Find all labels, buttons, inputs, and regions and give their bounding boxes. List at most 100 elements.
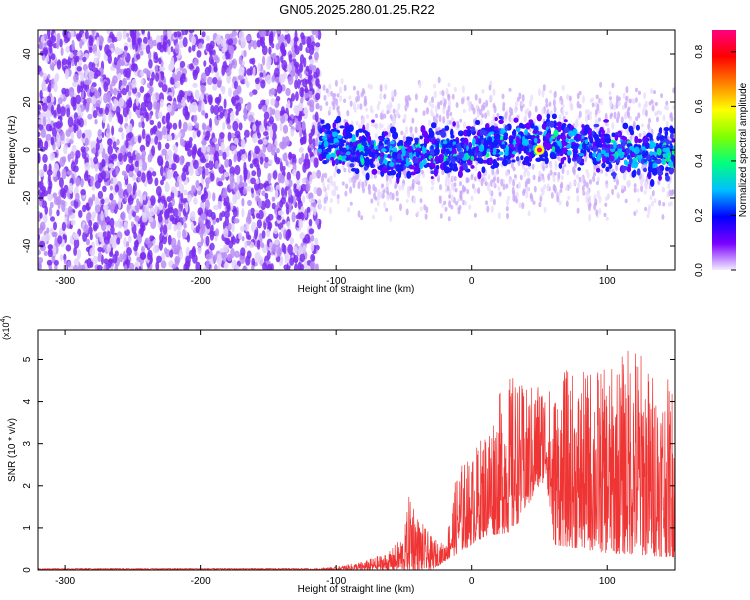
- heat-cell: [132, 102, 137, 113]
- heat-cell: [124, 194, 128, 202]
- heat-cell: [492, 88, 496, 96]
- heat-cell: [442, 116, 446, 124]
- heat-cell: [550, 109, 553, 117]
- heat-cell: [172, 122, 178, 130]
- heat-cell: [336, 198, 340, 205]
- heat-cell: [46, 259, 53, 266]
- heat-cell: [336, 105, 340, 110]
- heat-cell: [91, 147, 97, 155]
- heat-cell: [72, 81, 78, 88]
- heat-cell: [223, 171, 229, 178]
- heat-cell: [288, 187, 292, 198]
- heat-cell: [166, 122, 173, 130]
- heat-cell: [524, 180, 528, 188]
- heat-cell: [263, 131, 269, 137]
- heat-cell: [84, 162, 91, 171]
- heat-cell: [158, 192, 162, 203]
- heat-cell: [136, 53, 141, 60]
- heat-cell: [168, 219, 172, 231]
- heat-cell: [184, 105, 188, 112]
- heat-cell: [624, 101, 628, 109]
- heat-cell: [266, 55, 272, 66]
- heat-cell: [217, 181, 224, 187]
- heat-cell: [226, 51, 231, 60]
- heat-cell: [75, 33, 81, 40]
- heat-cell: [109, 236, 115, 245]
- heat-cell: [46, 169, 53, 176]
- heat-cell: [376, 200, 380, 207]
- heat-cell: [308, 218, 313, 227]
- heat-cell: [241, 154, 247, 162]
- heat-cell: [203, 60, 207, 67]
- heat-cell: [154, 64, 158, 76]
- heat-cell: [508, 87, 512, 92]
- heat-cell: [642, 130, 646, 137]
- heat-cell: [206, 76, 213, 86]
- heat-cell: [486, 205, 490, 213]
- heat-cell: [188, 30, 195, 34]
- heat-cell: [553, 185, 557, 194]
- heat-cell: [89, 232, 93, 241]
- heat-cell: [106, 244, 112, 253]
- heat-cell: [165, 181, 169, 192]
- heat-cell: [121, 87, 128, 96]
- heat-cell: [152, 92, 156, 103]
- heat-cell: [147, 30, 151, 40]
- heat-cell: [502, 183, 506, 191]
- heat-cell: [214, 160, 219, 170]
- heat-cell: [624, 198, 628, 204]
- heat-cell: [334, 185, 337, 192]
- heat-cell: [230, 110, 235, 122]
- heat-cell: [195, 261, 201, 270]
- heat-cell: [481, 113, 484, 119]
- heat-cell: [243, 167, 248, 177]
- heat-cell: [315, 137, 319, 147]
- heat-cell: [370, 198, 374, 204]
- heat-cell: [207, 94, 213, 103]
- heat-cell: [74, 57, 78, 66]
- heat-cell: [580, 176, 584, 184]
- heat-cell: [236, 174, 240, 185]
- heat-cell: [303, 108, 309, 115]
- heat-cell: [215, 217, 220, 223]
- heat-cell: [438, 114, 442, 123]
- heat-cell: [201, 139, 207, 146]
- heat-cell: [672, 87, 675, 94]
- heat-cell: [339, 95, 343, 103]
- heat-cell: [625, 95, 629, 102]
- heat-cell: [228, 45, 235, 55]
- heat-cell: [658, 199, 662, 207]
- heat-cell: [589, 98, 593, 103]
- heat-cell: [328, 106, 332, 113]
- heat-cell: [653, 90, 656, 95]
- heat-cell: [103, 92, 109, 104]
- heat-cell: [530, 94, 534, 101]
- heat-cell: [94, 180, 101, 189]
- heat-cell: [265, 99, 270, 106]
- heat-cell: [125, 125, 130, 134]
- heat-cell: [241, 148, 246, 154]
- heat-cell: [104, 106, 109, 116]
- heat-cell: [236, 85, 242, 94]
- heat-cell: [233, 154, 237, 163]
- heat-cell: [201, 110, 206, 116]
- heat-cell: [124, 172, 128, 180]
- heat-cell: [506, 199, 509, 206]
- heat-cell: [643, 103, 647, 111]
- heat-cell: [300, 183, 307, 192]
- heat-cell: [343, 84, 347, 92]
- heat-cell: [431, 180, 435, 186]
- heat-cell: [497, 212, 501, 220]
- heat-cell: [575, 120, 579, 128]
- heat-cell: [633, 183, 637, 188]
- heat-cell: [92, 72, 99, 79]
- heat-cell: [388, 175, 392, 181]
- heat-cell: [116, 111, 121, 119]
- heat-cell: [65, 129, 71, 138]
- heat-cell: [166, 169, 172, 180]
- heat-cell: [219, 112, 224, 119]
- heat-cell: [282, 124, 289, 134]
- heat-cell: [133, 240, 139, 248]
- heat-cell: [286, 220, 291, 229]
- heat-cell: [405, 208, 409, 216]
